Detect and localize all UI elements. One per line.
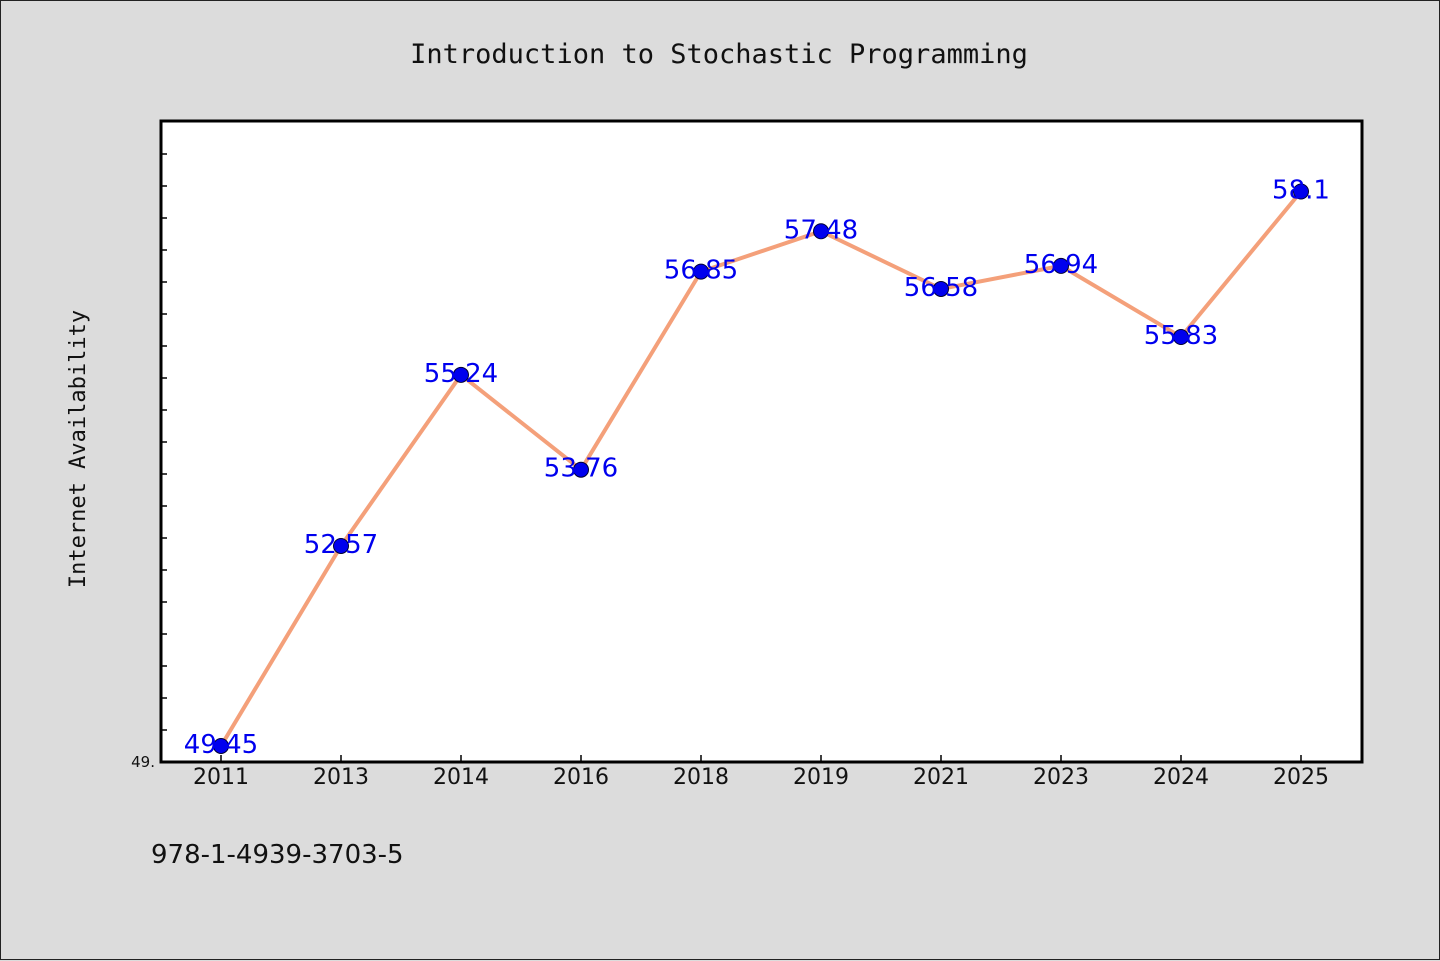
x-tick-label: 2014	[433, 765, 489, 790]
data-point	[813, 223, 829, 240]
x-tick-label: 2021	[913, 765, 969, 790]
data-label: 55.24	[424, 359, 498, 389]
x-tick-label: 2013	[313, 765, 369, 790]
x-tick-label: 2025	[1273, 765, 1329, 790]
data-point	[693, 263, 709, 280]
chart-title: Introduction to Stochastic Programming	[410, 39, 1028, 70]
y-axis-ticks	[161, 153, 167, 731]
data-point	[213, 737, 229, 754]
x-tick-label: 2016	[553, 765, 609, 790]
y-axis-label: Internet Availability	[66, 310, 91, 588]
data-point	[933, 280, 949, 297]
data-point	[1293, 183, 1309, 200]
series-line	[219, 190, 1303, 748]
data-label: 56.94	[1024, 250, 1098, 280]
x-tick-label: 2011	[193, 765, 249, 790]
x-axis-ticks	[220, 755, 1302, 762]
data-label: 56.58	[904, 273, 978, 303]
data-point	[453, 366, 469, 383]
data-point	[1173, 329, 1189, 346]
isbn-text: 978-1-4939-3703-5	[151, 840, 404, 870]
y-tick-label: 49.	[131, 753, 155, 771]
data-label: 58.1	[1272, 176, 1330, 206]
data-label: 55.83	[1144, 321, 1218, 351]
data-point	[333, 537, 349, 554]
data-labels: 49.45 52.57 55.24 53.76 56.85 57.48 56.58 56.94…	[184, 176, 1330, 760]
data-point	[573, 461, 589, 478]
data-label: 53.76	[544, 454, 618, 484]
plot-area	[159, 119, 1364, 764]
data-label: 49.45	[184, 730, 258, 760]
data-markers	[213, 183, 1309, 754]
x-tick-label: 2024	[1153, 765, 1209, 790]
x-tick-label: 2023	[1033, 765, 1089, 790]
x-axis-tick-labels: 2011 2013 2014 2016 2018 2019 2021 2023 2024 2025	[193, 765, 1329, 790]
x-tick-label: 2018	[673, 765, 729, 790]
data-label: 57.48	[784, 215, 858, 245]
data-point	[1053, 257, 1069, 274]
x-tick-label: 2019	[793, 765, 849, 790]
data-label: 52.57	[304, 530, 378, 560]
data-label: 56.85	[664, 256, 738, 286]
